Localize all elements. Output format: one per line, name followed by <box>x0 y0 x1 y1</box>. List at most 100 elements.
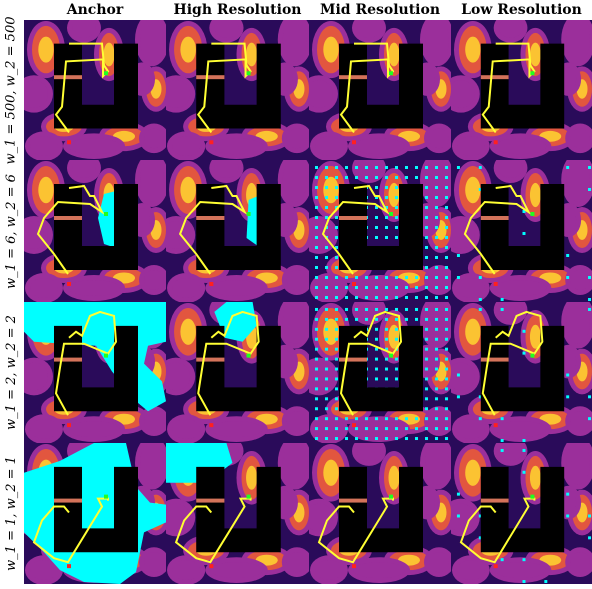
start-marker <box>352 282 356 286</box>
goal-marker <box>530 494 535 499</box>
planned-path <box>317 497 394 564</box>
goal-marker <box>104 212 108 216</box>
start-marker <box>67 282 71 286</box>
cost-map <box>309 302 451 443</box>
cost-map <box>451 160 592 302</box>
panel-row3-anchor <box>24 302 166 443</box>
planned-path <box>321 184 390 275</box>
panel-row2-mid-resolution <box>309 160 451 302</box>
start-marker <box>209 423 214 428</box>
obstacle <box>480 43 565 129</box>
column-title-anchor: Anchor <box>66 2 124 18</box>
obstacle <box>480 184 565 270</box>
column-title-mid-resolution: Mid Resolution <box>319 2 441 18</box>
obstacle-bar <box>196 357 225 362</box>
start-marker <box>67 564 71 569</box>
heat-field <box>309 443 451 584</box>
obstacle <box>54 325 138 412</box>
obstacle-bar <box>196 498 225 503</box>
planned-path <box>32 497 109 564</box>
goal-marker <box>246 494 251 499</box>
goal-marker <box>246 71 251 76</box>
obstacle-bar <box>480 498 509 503</box>
panel-row4-high-resolution <box>166 443 309 584</box>
panel-row4-anchor <box>24 443 166 584</box>
goal-marker <box>389 71 393 76</box>
cost-map <box>309 443 451 584</box>
goal-marker <box>389 353 393 358</box>
cost-map <box>166 443 309 584</box>
obstacle-bar <box>480 357 509 362</box>
cost-map <box>309 20 451 160</box>
obstacle <box>480 325 565 412</box>
panel-row1-low-resolution <box>451 20 592 160</box>
goal-marker <box>530 71 535 76</box>
cost-map <box>451 20 592 160</box>
planned-path <box>174 497 252 564</box>
goal-marker <box>389 212 393 216</box>
panel-row1-anchor <box>24 20 166 160</box>
obstacle-bar <box>54 498 82 503</box>
panel-row3-high-resolution <box>166 302 309 443</box>
obstacle <box>339 184 423 270</box>
start-marker <box>67 423 71 428</box>
cost-map <box>24 302 166 443</box>
heat-field <box>166 20 309 160</box>
row-label-text-2: w_1 = 6, w_2 = 6 <box>3 173 19 289</box>
cost-map <box>451 443 592 584</box>
heat-field <box>451 160 592 302</box>
panel-row3-mid-resolution <box>309 302 451 443</box>
heat-field <box>166 160 309 302</box>
planned-path <box>197 310 260 416</box>
obstacle-bar <box>54 75 82 80</box>
planned-path <box>54 42 110 133</box>
obstacle-bar <box>480 75 509 80</box>
start-marker <box>352 564 356 569</box>
row-label-text-4: w_1 = 1, w_2 = 1 <box>3 456 19 571</box>
obstacle <box>54 184 138 270</box>
planned-path <box>196 42 252 133</box>
panel-row2-anchor <box>24 160 166 302</box>
start-marker <box>493 282 498 286</box>
cost-map <box>451 302 592 443</box>
panel-row2-low-resolution <box>451 160 592 302</box>
goal-marker <box>246 353 251 358</box>
planned-path <box>481 310 544 416</box>
column-title-low-resolution: Low Resolution <box>461 2 582 18</box>
cost-map <box>166 20 309 160</box>
panel-row3-low-resolution <box>451 302 592 443</box>
planned-path <box>339 310 403 416</box>
obstacle <box>339 466 423 553</box>
row-label-text-1: w_1 = 500, w_2 = 500 <box>3 15 19 165</box>
goal-marker <box>246 212 251 216</box>
heat-field <box>309 160 451 302</box>
row-label-text-3: w_1 = 2, w_2 = 2 <box>3 315 19 430</box>
obstacle-bar <box>54 216 82 220</box>
obstacle-bar <box>196 75 225 80</box>
start-marker <box>209 282 214 286</box>
start-marker <box>352 140 356 145</box>
obstacle <box>54 43 138 129</box>
panel-row4-mid-resolution <box>309 443 451 584</box>
obstacle <box>196 466 281 553</box>
goal-marker <box>530 353 535 358</box>
cost-map <box>166 302 309 443</box>
start-marker <box>67 140 71 145</box>
cost-map <box>309 160 451 302</box>
obstacle-bar <box>54 357 82 362</box>
start-marker <box>493 423 498 428</box>
planned-path <box>339 42 395 133</box>
start-marker <box>493 564 498 569</box>
panel-row1-mid-resolution <box>309 20 451 160</box>
obstacle <box>196 184 281 270</box>
goal-marker <box>530 212 535 216</box>
obstacle <box>339 325 423 412</box>
goal-marker <box>104 353 108 358</box>
obstacle <box>54 466 138 553</box>
goal-marker <box>389 494 393 499</box>
row-label-1: w_1 = 500, w_2 = 500 <box>0 16 22 164</box>
panel-row1-high-resolution <box>166 20 309 160</box>
obstacle-bar <box>339 498 367 503</box>
start-marker <box>209 564 214 569</box>
planned-path <box>54 310 118 416</box>
